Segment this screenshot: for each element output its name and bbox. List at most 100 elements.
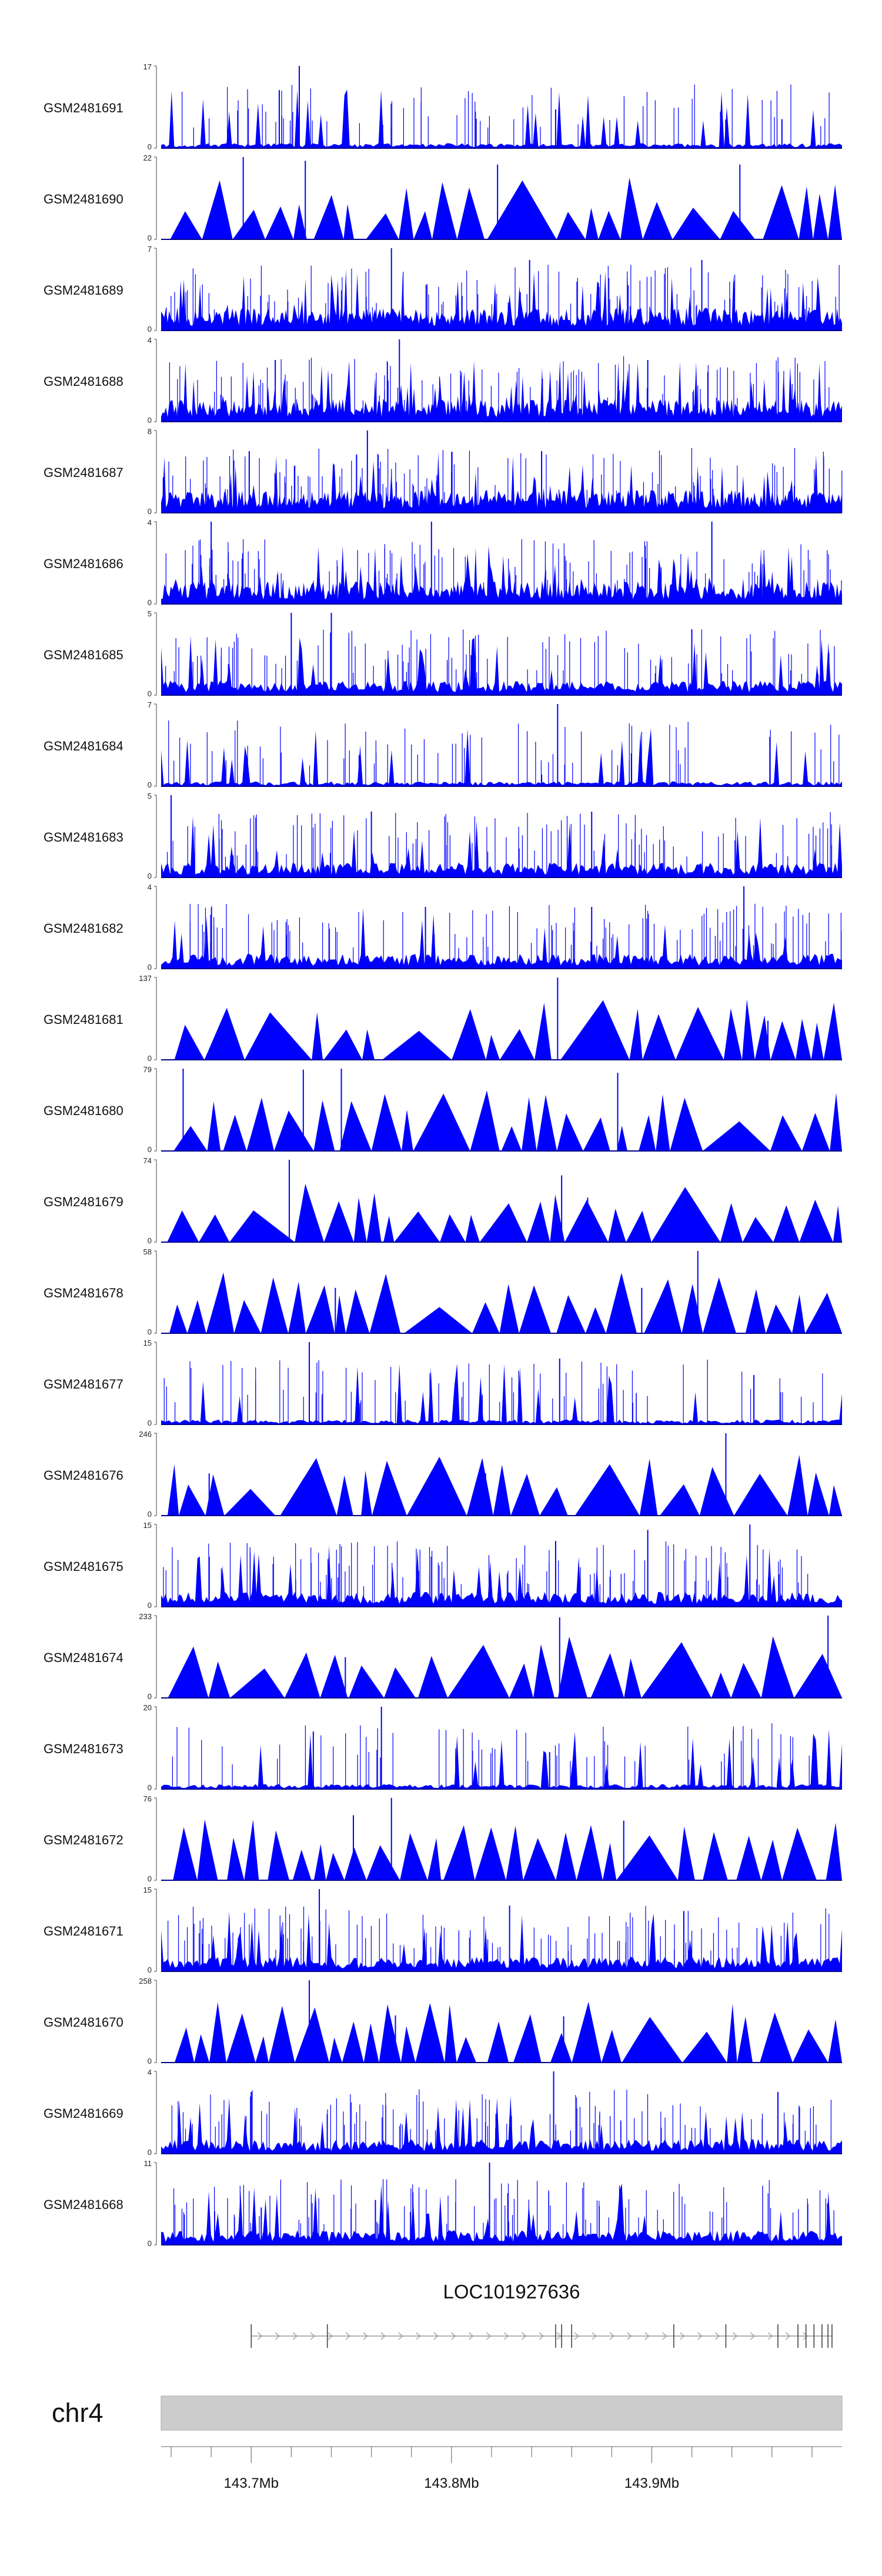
coverage-block xyxy=(651,1187,721,1242)
strand-arrow xyxy=(380,2332,386,2340)
coverage-block xyxy=(295,1183,325,1242)
signal-area xyxy=(161,1911,842,1971)
coverage-block xyxy=(801,1113,830,1151)
coverage-block xyxy=(295,2007,329,2063)
coverage-block xyxy=(576,1825,603,1880)
track-GSM2481671: GSM2481671 15 0 xyxy=(44,1886,842,1974)
y-max-label: 7 xyxy=(148,245,152,253)
y-max-label: 4 xyxy=(148,336,152,345)
coverage-block xyxy=(833,1205,842,1242)
coverage-block xyxy=(244,1819,259,1880)
signal-area xyxy=(167,1454,842,1516)
coverage-block xyxy=(522,1097,537,1151)
coverage-block xyxy=(493,1464,511,1516)
coverage-block xyxy=(174,2027,195,2063)
coverage-block xyxy=(617,1125,628,1151)
coverage-block xyxy=(703,1121,771,1151)
coverage-block xyxy=(447,1644,510,1698)
y-min-label: 0 xyxy=(148,963,152,972)
coverage-block xyxy=(466,1457,493,1516)
coverage-block xyxy=(167,1464,179,1516)
signal-area xyxy=(161,452,842,513)
signal-spikes xyxy=(163,1359,823,1424)
strand-arrow xyxy=(275,2332,280,2340)
y-min-label: 0 xyxy=(148,507,152,516)
coverage-block xyxy=(472,1302,500,1333)
coverage-block xyxy=(585,208,599,239)
coverage-area xyxy=(161,89,842,148)
coverage-block xyxy=(313,1844,326,1880)
coverage-block xyxy=(208,1661,230,1698)
coverage-block xyxy=(379,2004,401,2063)
coverage-block xyxy=(601,2030,622,2063)
coverage-block xyxy=(574,1464,640,1516)
coverage-block xyxy=(366,1845,400,1880)
track-label: GSM2481668 xyxy=(44,2197,123,2212)
strand-arrow xyxy=(503,2332,509,2340)
coverage-block xyxy=(229,1210,295,1242)
signal-area xyxy=(161,816,842,877)
y-max-label: 17 xyxy=(143,62,152,71)
coverage-block xyxy=(336,1475,353,1516)
y-min-label: 0 xyxy=(148,1601,152,1610)
coverage-block xyxy=(556,1832,577,1880)
coverage-block xyxy=(204,1007,245,1060)
signal-area xyxy=(161,907,842,969)
track-GSM2481690: GSM2481690 22 0 xyxy=(44,154,842,242)
track-GSM2481689: GSM2481689 7 0 xyxy=(44,245,842,333)
track-label: GSM2481687 xyxy=(44,465,123,480)
coverage-block xyxy=(811,1022,824,1060)
track-GSM2481681: GSM2481681 137 0 xyxy=(44,974,842,1063)
track-label: GSM2481679 xyxy=(44,1194,123,1209)
track-label: GSM2481682 xyxy=(44,921,123,936)
strand-arrow xyxy=(345,2332,350,2340)
coverage-block xyxy=(572,2001,602,2063)
signal-spikes xyxy=(166,812,833,877)
track-GSM2481677: GSM2481677 15 0 xyxy=(44,1339,842,1427)
y-min-label: 0 xyxy=(148,780,152,789)
track-GSM2481678: GSM2481678 58 0 xyxy=(44,1247,842,1336)
x-tick-label: 143.9Mb xyxy=(624,2475,679,2491)
signal-spikes xyxy=(173,2179,834,2245)
y-max-label: 76 xyxy=(143,1794,152,1803)
track-label: GSM2481671 xyxy=(44,1924,123,1938)
coverage-block xyxy=(305,1285,335,1333)
coverage-block xyxy=(603,1843,617,1880)
coverage-block xyxy=(828,1484,842,1516)
y-max-label: 11 xyxy=(144,2159,152,2168)
coverage-block xyxy=(199,1214,230,1242)
y-min-label: 0 xyxy=(148,1874,152,1883)
strand-arrow xyxy=(680,2332,685,2340)
x-tick-label: 143.8Mb xyxy=(424,2475,479,2491)
coverage-block xyxy=(406,1457,467,1516)
signal-area xyxy=(161,360,842,422)
track-label: GSM2481675 xyxy=(44,1559,123,1574)
coverage-block xyxy=(479,1203,527,1242)
coverage-block xyxy=(734,1473,788,1516)
coverage-block xyxy=(400,2026,416,2063)
strand-arrow xyxy=(609,2332,614,2340)
track-GSM2481686: GSM2481686 4 0 xyxy=(44,518,842,607)
coverage-block xyxy=(606,1273,637,1333)
coverage-block xyxy=(197,1819,218,1880)
coverage-block xyxy=(293,204,307,239)
y-min-label: 0 xyxy=(148,598,152,607)
signal-area xyxy=(161,1729,842,1789)
track-GSM2481688: GSM2481688 4 0 xyxy=(44,336,842,425)
strand-arrow xyxy=(539,2332,544,2340)
coverage-area xyxy=(161,636,842,695)
coverage-block xyxy=(556,1294,586,1333)
strand-arrow xyxy=(715,2332,720,2340)
track-GSM2481668: GSM2481668 11 0 xyxy=(44,2159,842,2248)
coverage-block xyxy=(173,1827,198,1880)
signal-area xyxy=(168,1636,842,1698)
coverage-block xyxy=(361,1470,372,1516)
strand-arrow xyxy=(469,2332,474,2340)
coverage-block xyxy=(268,1830,289,1880)
coverage-block xyxy=(475,1827,506,1880)
coverage-block xyxy=(590,1653,624,1698)
track-label: GSM2481674 xyxy=(44,1650,123,1665)
coverage-block xyxy=(770,1021,796,1060)
coverage-block xyxy=(280,1458,337,1516)
